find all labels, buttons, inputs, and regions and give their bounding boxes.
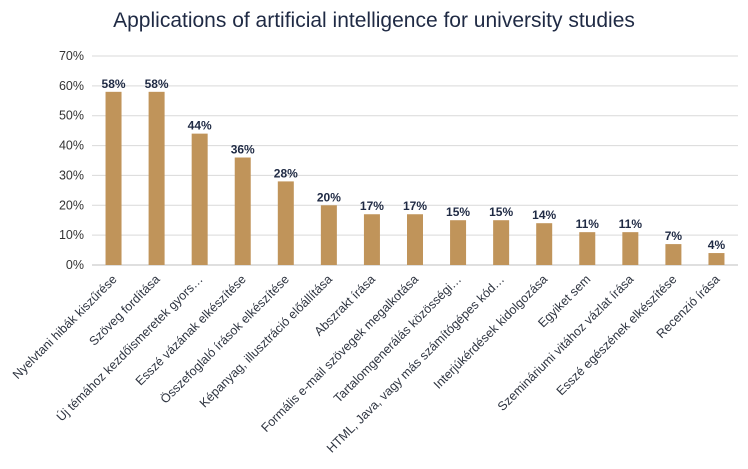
bar (708, 253, 725, 265)
data-label: 58% (145, 77, 169, 91)
bar (450, 220, 467, 265)
y-tick-label: 0% (66, 258, 84, 272)
data-label: 14% (532, 208, 556, 222)
y-tick-label: 70% (59, 49, 84, 63)
data-label: 28% (274, 166, 298, 180)
chart-title: Applications of artificial intelligence … (113, 9, 635, 32)
bar (665, 244, 682, 265)
data-label: 20% (317, 190, 341, 204)
bar (277, 181, 294, 265)
data-label: 11% (619, 217, 643, 231)
data-label: 17% (360, 199, 384, 213)
data-label: 15% (489, 205, 513, 219)
data-label: 4% (708, 238, 726, 252)
bar (320, 205, 337, 265)
bars (105, 91, 725, 265)
bar (536, 223, 553, 265)
data-labels: 58% 58% 44% 36% 28% 20% 17% 17% 15% 15% 14% 11% 11% 7… (102, 77, 726, 252)
bar (234, 157, 251, 265)
bar (148, 91, 165, 265)
y-tick-label: 40% (59, 139, 84, 153)
y-tick-label: 20% (59, 198, 84, 212)
data-label: 17% (403, 199, 427, 213)
bar (105, 91, 122, 265)
data-label: 44% (188, 119, 212, 133)
data-label: 15% (446, 205, 470, 219)
data-label: 7% (665, 229, 683, 243)
bar (493, 220, 510, 265)
bar (579, 232, 596, 265)
y-tick-label: 30% (59, 168, 84, 182)
y-tick-label: 60% (59, 79, 84, 93)
x-category-label: Formális e-mail szövegek megalkotása (258, 272, 421, 435)
bar (407, 214, 423, 265)
data-label: 11% (576, 217, 600, 231)
y-axis-ticks: 0% 10% 20% 30% 40% 50% 60% 70% (59, 49, 84, 272)
bar (191, 133, 208, 265)
y-tick-label: 50% (59, 109, 84, 123)
bar (363, 214, 380, 265)
data-label: 36% (231, 143, 255, 157)
y-tick-label: 10% (59, 228, 84, 242)
bar (622, 232, 639, 265)
data-label: 58% (102, 77, 126, 91)
